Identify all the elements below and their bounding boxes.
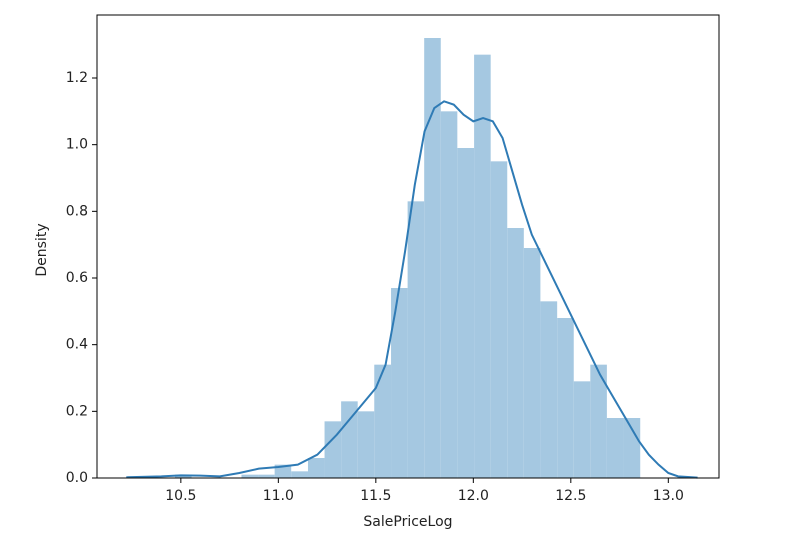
x-tick-label: 13.0 xyxy=(653,488,684,504)
x-axis-label: SalePriceLog xyxy=(363,514,452,530)
y-tick-label: 1.2 xyxy=(66,70,88,86)
bar xyxy=(258,474,275,478)
y-tick-label: 1.0 xyxy=(66,137,88,153)
bar xyxy=(590,364,607,478)
bar xyxy=(241,474,259,478)
bar xyxy=(274,464,292,478)
y-tick-label: 0.2 xyxy=(66,403,88,419)
bar xyxy=(557,318,574,478)
bar xyxy=(457,148,475,478)
x-tick-label: 12.5 xyxy=(555,488,586,504)
bar xyxy=(507,228,524,478)
bar xyxy=(573,381,591,478)
bar xyxy=(490,161,508,479)
bar xyxy=(474,54,491,479)
y-axis-label: Density xyxy=(34,223,50,276)
kde-line xyxy=(126,100,698,479)
bar xyxy=(606,418,624,478)
y-tick-label: 0.6 xyxy=(66,270,88,286)
bar xyxy=(407,201,425,479)
bar xyxy=(307,458,325,478)
x-tick-label: 11.0 xyxy=(263,488,294,504)
bar xyxy=(424,38,441,478)
plot-frame xyxy=(96,14,720,479)
bar xyxy=(623,418,641,478)
y-tick-label: 0.8 xyxy=(66,203,88,219)
bar xyxy=(374,364,392,478)
bar xyxy=(357,411,375,478)
bar xyxy=(523,248,541,478)
bar xyxy=(341,401,358,478)
bar xyxy=(540,301,558,478)
bar xyxy=(391,288,408,478)
x-tick-label: 10.5 xyxy=(165,488,196,504)
y-tick-label: 0.4 xyxy=(66,337,88,353)
bar xyxy=(291,471,308,478)
y-tick-label: 0.0 xyxy=(66,470,88,486)
x-tick-label: 11.5 xyxy=(360,488,391,504)
bar xyxy=(440,111,458,478)
bar xyxy=(324,421,342,478)
x-tick-label: 12.0 xyxy=(458,488,489,504)
